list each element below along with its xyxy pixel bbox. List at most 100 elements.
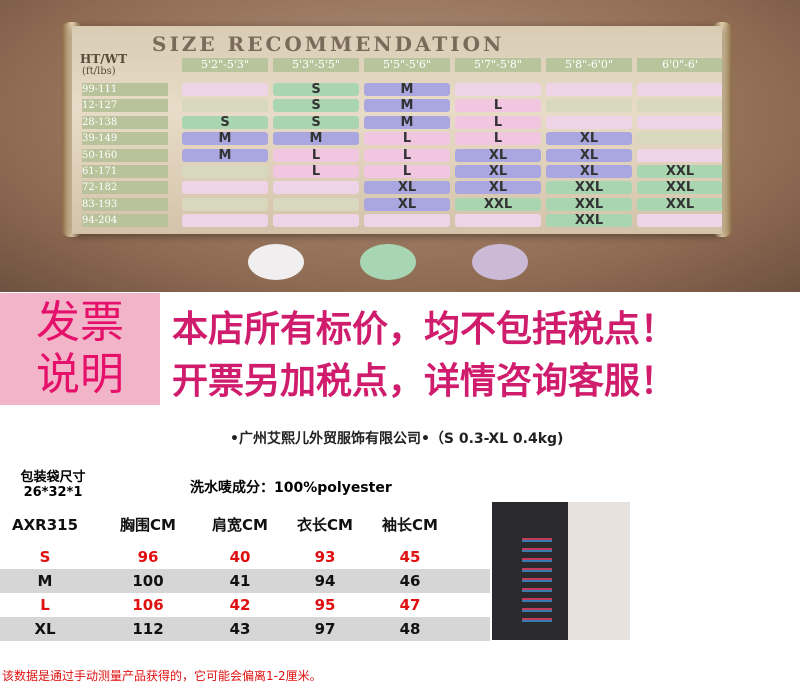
size-cell (455, 83, 541, 96)
table-cell: 43 (229, 620, 251, 638)
size-cell: S (273, 83, 359, 96)
size-cell: XXL (546, 181, 632, 195)
table-cell: XL (34, 620, 56, 638)
table-cell: M (37, 572, 53, 590)
size-cell: XL (546, 132, 632, 146)
weight-label: 72-182 (82, 181, 168, 195)
size-cell (182, 165, 268, 178)
size-cell: L (273, 148, 359, 162)
color-swatch (248, 244, 304, 280)
table-row: S 96 40 93 45 (0, 545, 490, 569)
table-cell: 93 (314, 548, 336, 566)
package-size: 26*32*1 (23, 485, 83, 500)
table-cell: 97 (314, 620, 336, 638)
size-scroll: SIZE RECOMMENDATION HT/WT (ft/lbs) 5'2"-… (0, 0, 800, 292)
size-cell: XXL (546, 197, 632, 211)
size-cell: M (182, 132, 268, 146)
size-cell (182, 197, 268, 211)
measure-table: AXR315 胸围CM 肩宽CM 衣长CM 袖长CM S 96 40 93 45 M 100 41 94 4… (0, 513, 490, 643)
weight-label: 99-111 (82, 83, 168, 96)
table-row: M 100 41 94 46 (0, 569, 490, 593)
height-header: 5'2"-5'3" (182, 58, 268, 72)
note: 该数据是通过手动测量产品获得的，它可能会偏离1-2厘米。 (2, 669, 322, 683)
table-cell: 106 (132, 596, 164, 614)
table-cell: 42 (229, 596, 251, 614)
table-cell: 41 (229, 572, 251, 590)
size-cell: S (182, 115, 268, 129)
weight-label: 50-160 (82, 148, 168, 162)
size-cell (273, 181, 359, 195)
size-cell (637, 214, 722, 228)
size-cell (637, 148, 722, 162)
table-cell: S (39, 548, 51, 566)
label-line: 发票 (36, 297, 124, 348)
header-cell: 衣长CM (297, 516, 353, 534)
weight-label: 94-204 (82, 214, 168, 228)
size-cell (637, 132, 722, 146)
banner-line: 开票另加税点，详情咨询客服！ (172, 361, 677, 402)
size-cell (546, 99, 632, 113)
company: •广州艾熙儿外贸服饰有限公司•（S 0.3-XL 0.4kg) (230, 431, 564, 447)
height-header: 5'7"-5'8" (455, 58, 541, 72)
table-cell: 47 (399, 596, 421, 614)
size-cell: L (364, 165, 450, 178)
size-cell: XL (546, 148, 632, 162)
table-row: L 106 42 95 47 (0, 593, 490, 617)
weight-label: 83-193 (82, 197, 168, 211)
size-cell: S (273, 99, 359, 113)
size-cell (273, 197, 359, 211)
height-header: 5'5"-5'6" (364, 58, 450, 72)
weight-label: 39-149 (82, 132, 168, 146)
invoice-label: 发票 说明 (0, 293, 160, 405)
size-cell (364, 214, 450, 228)
table-header: AXR315 胸围CM 肩宽CM 衣长CM 袖长CM (0, 513, 490, 537)
size-cell: M (182, 148, 268, 162)
color-swatch (360, 244, 416, 280)
table-row: XL 112 43 97 48 (0, 617, 490, 641)
weight-label: 61-171 (82, 165, 168, 178)
size-cell: M (364, 115, 450, 129)
size-cell: M (273, 132, 359, 146)
size-cell: XXL (455, 197, 541, 211)
size-cell: L (455, 99, 541, 113)
header-cell: 肩宽CM (212, 516, 268, 534)
size-cell (182, 214, 268, 228)
color-swatch (472, 244, 528, 280)
size-cell (546, 83, 632, 96)
corner-unit: (ft/lbs) (82, 66, 116, 77)
size-cell: XXL (637, 181, 722, 195)
size-cell: L (364, 148, 450, 162)
size-cell (182, 181, 268, 195)
size-cell: L (364, 132, 450, 146)
corner-label: HT/WT (80, 52, 128, 66)
parchment: SIZE RECOMMENDATION HT/WT (ft/lbs) 5'2"-… (72, 26, 722, 234)
size-cell (182, 99, 268, 113)
size-cell (182, 83, 268, 96)
size-cell (637, 99, 722, 113)
size-cell: M (364, 99, 450, 113)
table-cell: 46 (399, 572, 421, 590)
header-cell: 胸围CM (120, 516, 176, 534)
size-title: SIZE RECOMMENDATION (152, 32, 505, 56)
size-cell: XL (455, 148, 541, 162)
weight-label: 12-127 (82, 99, 168, 113)
size-cell: XL (455, 181, 541, 195)
table-cell: 96 (137, 548, 159, 566)
height-header: 5'3"-5'5" (273, 58, 359, 72)
size-cell: XL (364, 197, 450, 211)
table-cell: 48 (399, 620, 421, 638)
size-cell: XXL (546, 214, 632, 228)
banner-line: 本店所有标价，均不包括税点！ (172, 309, 677, 350)
size-cell: L (455, 132, 541, 146)
size-cell: XL (455, 165, 541, 178)
size-cell (637, 83, 722, 96)
height-header: 6'0"-6' (637, 58, 722, 72)
table-cell: 95 (314, 596, 336, 614)
material: 洗水唛成分：100%polyester (190, 480, 392, 496)
size-cell: XXL (637, 197, 722, 211)
weight-label: 28-138 (82, 115, 168, 129)
product-photo (492, 502, 630, 640)
package-label: 包装袋尺寸 (20, 470, 86, 485)
size-cell: XL (546, 165, 632, 178)
